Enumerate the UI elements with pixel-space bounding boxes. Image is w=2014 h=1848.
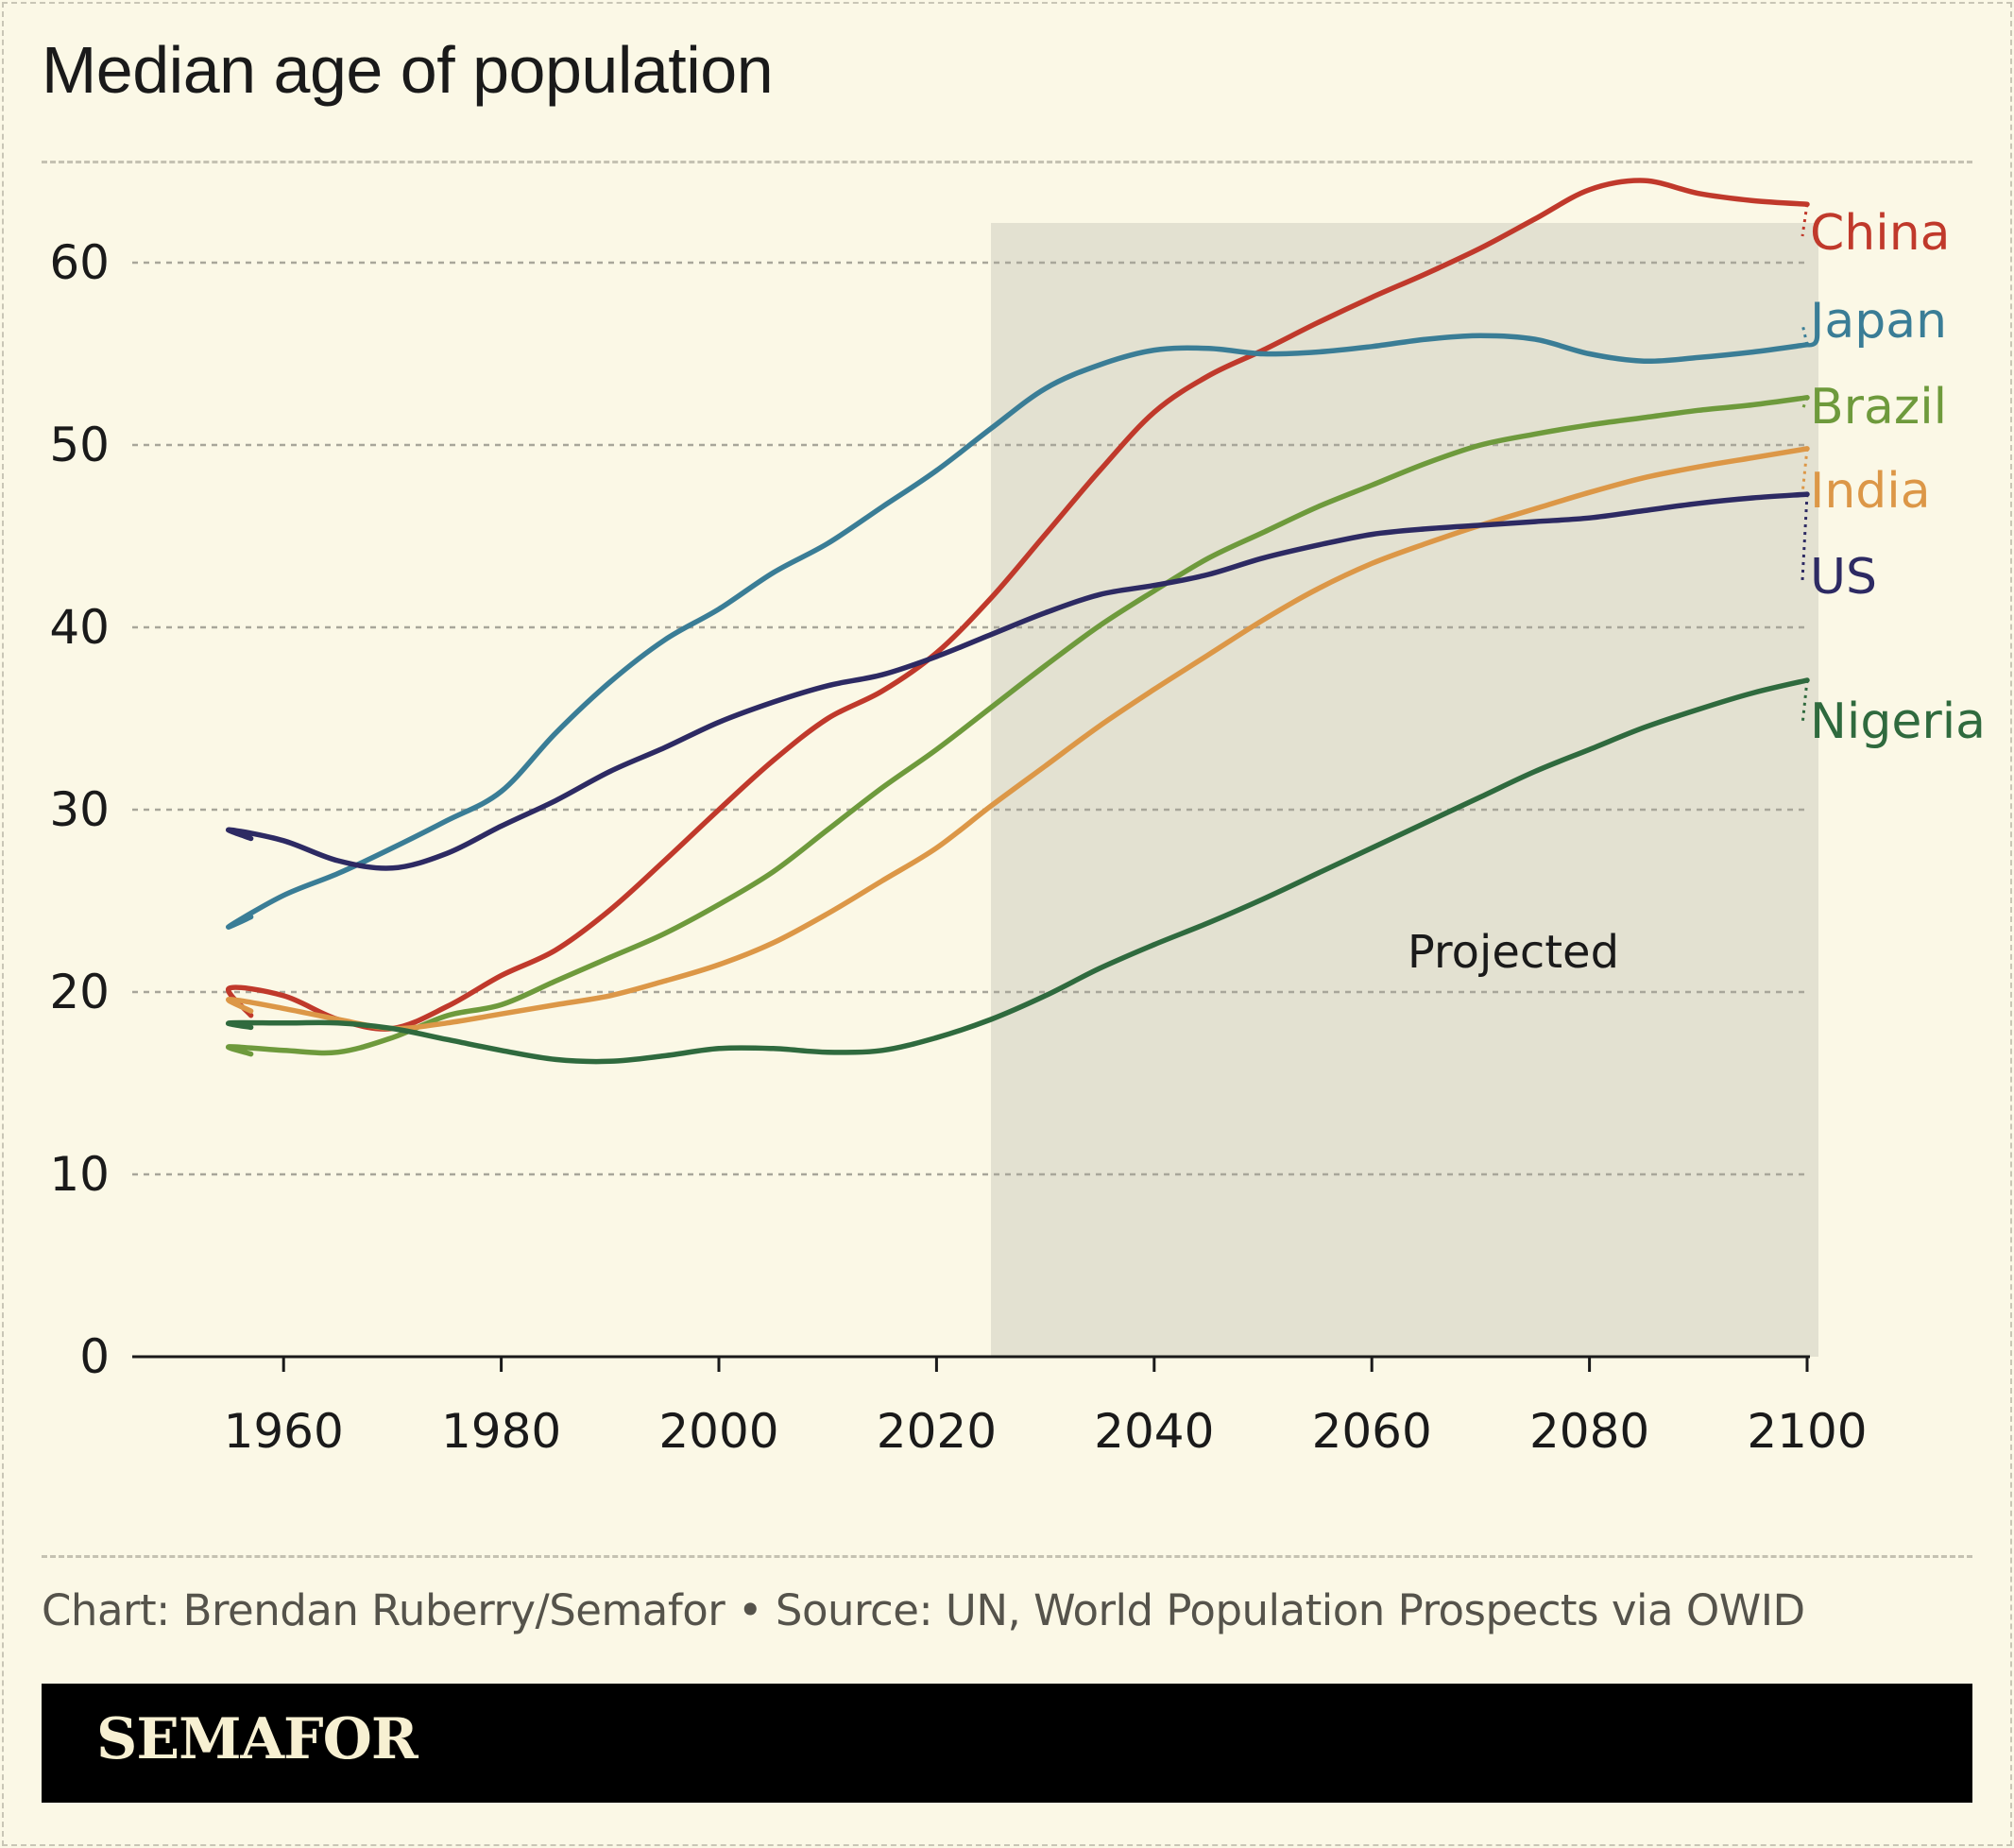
x-tick-label: 2060 xyxy=(1312,1404,1432,1459)
series-label-china: China xyxy=(1810,205,1951,262)
series-line-us xyxy=(226,491,1810,871)
y-tick-label: 10 xyxy=(49,1147,110,1202)
x-tick-label: 2000 xyxy=(658,1404,778,1459)
series-line-nigeria xyxy=(226,677,1810,1065)
series-label-india: India xyxy=(1810,463,1931,520)
projected-band xyxy=(991,223,1818,1357)
series-label-japan: Japan xyxy=(1807,293,1947,350)
bottom-divider xyxy=(42,1555,1972,1558)
y-tick-label: 60 xyxy=(49,235,110,290)
label-leader-japan xyxy=(1801,323,1809,346)
x-tick-label: 1980 xyxy=(441,1404,561,1459)
series-label-nigeria: Nigeria xyxy=(1810,693,1986,750)
series-line-brazil xyxy=(226,395,1810,1057)
x-tick-label: 2080 xyxy=(1529,1404,1649,1459)
series-label-us: US xyxy=(1810,549,1877,606)
y-tick-label: 40 xyxy=(49,600,110,655)
brand-logo: SEMAFOR xyxy=(96,1706,418,1772)
x-tick-label: 2040 xyxy=(1094,1404,1214,1459)
top-divider xyxy=(42,161,1972,163)
x-tick-label: 2100 xyxy=(1747,1404,1867,1459)
series-line-india xyxy=(226,446,1810,1032)
series-line-japan xyxy=(226,333,1810,930)
projected-label: Projected xyxy=(1408,926,1619,979)
series-line-china xyxy=(226,178,1810,1032)
label-leader-brazil xyxy=(1801,397,1809,411)
y-tick-label: 30 xyxy=(49,782,110,837)
x-tick-label: 1960 xyxy=(224,1404,344,1459)
source-credit: Chart: Brendan Ruberry/Semafor • Source:… xyxy=(42,1585,1805,1635)
y-tick-label: 20 xyxy=(49,965,110,1019)
chart-title: Median age of population xyxy=(42,33,774,107)
y-tick-label: 0 xyxy=(79,1329,110,1384)
brand-bar: SEMAFOR xyxy=(42,1684,1972,1803)
series-label-brazil: Brazil xyxy=(1810,379,1947,436)
label-leader-india xyxy=(1801,448,1809,495)
line-chart: Projected 0 10 20 30 40 50 60 1960 1980 2000 2020 20… xyxy=(49,178,1986,1459)
x-tick-label: 2020 xyxy=(877,1404,997,1459)
label-leader-china xyxy=(1801,204,1809,237)
y-tick-label: 50 xyxy=(49,418,110,472)
